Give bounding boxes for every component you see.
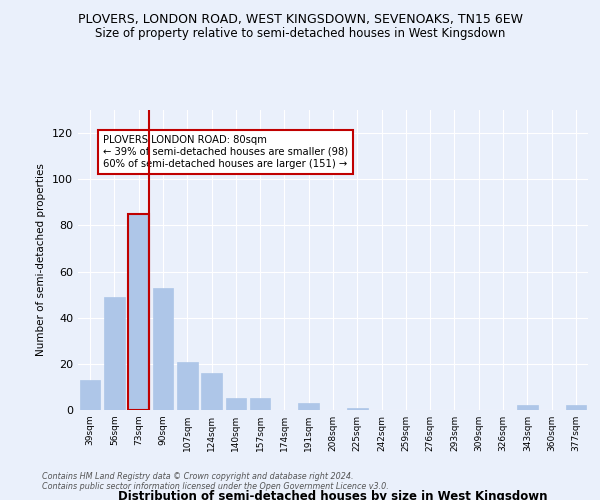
- Bar: [128, 214, 149, 410]
- Bar: [152, 288, 173, 410]
- X-axis label: Distribution of semi-detached houses by size in West Kingsdown: Distribution of semi-detached houses by …: [118, 490, 548, 500]
- Bar: [298, 403, 319, 410]
- Bar: [347, 408, 368, 410]
- Bar: [250, 398, 271, 410]
- Bar: [201, 373, 222, 410]
- Bar: [80, 380, 100, 410]
- Text: Contains HM Land Registry data © Crown copyright and database right 2024.: Contains HM Land Registry data © Crown c…: [42, 472, 353, 481]
- Bar: [177, 362, 197, 410]
- Bar: [566, 406, 586, 410]
- Y-axis label: Number of semi-detached properties: Number of semi-detached properties: [37, 164, 46, 356]
- Bar: [226, 398, 246, 410]
- Bar: [104, 297, 125, 410]
- Bar: [517, 406, 538, 410]
- Text: PLOVERS, LONDON ROAD, WEST KINGSDOWN, SEVENOAKS, TN15 6EW: PLOVERS, LONDON ROAD, WEST KINGSDOWN, SE…: [77, 12, 523, 26]
- Text: Size of property relative to semi-detached houses in West Kingsdown: Size of property relative to semi-detach…: [95, 28, 505, 40]
- Text: PLOVERS LONDON ROAD: 80sqm
← 39% of semi-detached houses are smaller (98)
60% of: PLOVERS LONDON ROAD: 80sqm ← 39% of semi…: [103, 136, 348, 168]
- Text: Contains public sector information licensed under the Open Government Licence v3: Contains public sector information licen…: [42, 482, 389, 491]
